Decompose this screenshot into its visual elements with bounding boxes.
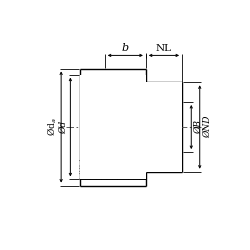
Text: b: b (122, 43, 129, 53)
Text: NL: NL (156, 44, 172, 53)
Bar (146, 82, 182, 172)
Text: ØB: ØB (194, 120, 202, 134)
Bar (80, 75, 146, 180)
Text: Ød$_a$: Ød$_a$ (45, 118, 59, 137)
Bar (80, 68, 146, 186)
Bar (80, 68, 146, 75)
Text: ØND: ØND (203, 116, 212, 138)
Bar (80, 180, 146, 186)
Text: Ød: Ød (59, 120, 68, 134)
Bar (80, 82, 182, 172)
